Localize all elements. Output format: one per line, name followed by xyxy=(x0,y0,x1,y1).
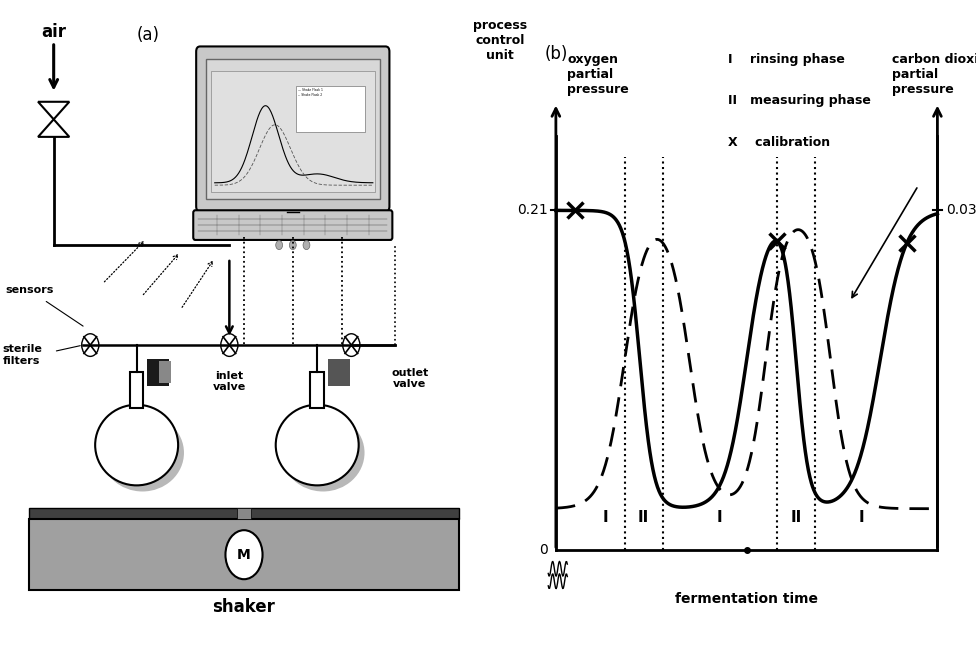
Text: (b): (b) xyxy=(545,45,568,63)
Bar xyxy=(130,372,143,408)
Text: oxygen
partial
pressure: oxygen partial pressure xyxy=(567,53,630,96)
Circle shape xyxy=(276,241,283,250)
Bar xyxy=(237,508,252,519)
Ellipse shape xyxy=(276,405,359,485)
Text: process
control
unit: process control unit xyxy=(473,19,527,63)
Bar xyxy=(328,359,350,386)
Text: II: II xyxy=(638,510,649,525)
Text: sterile
filters: sterile filters xyxy=(3,344,42,366)
Bar xyxy=(211,71,375,192)
Text: I: I xyxy=(602,510,608,525)
Text: II: II xyxy=(791,510,802,525)
Text: I    rinsing phase: I rinsing phase xyxy=(727,53,844,66)
Text: outlet
valve: outlet valve xyxy=(391,368,428,389)
Text: (a): (a) xyxy=(137,26,160,44)
Text: 0: 0 xyxy=(539,543,548,557)
Text: — Shake Flask 1
-- Shake Flask 2: — Shake Flask 1 -- Shake Flask 2 xyxy=(298,88,322,97)
Bar xyxy=(296,86,365,132)
Text: inlet
valve: inlet valve xyxy=(213,371,246,392)
Bar xyxy=(159,361,171,383)
Bar xyxy=(206,59,380,199)
Text: II   measuring phase: II measuring phase xyxy=(727,94,871,108)
Bar xyxy=(29,519,459,590)
Text: 0.21: 0.21 xyxy=(516,203,548,217)
Text: sensors: sensors xyxy=(5,285,54,295)
Circle shape xyxy=(290,241,297,250)
Bar xyxy=(29,508,459,519)
FancyBboxPatch shape xyxy=(193,210,392,240)
Text: M: M xyxy=(237,548,251,562)
Text: air: air xyxy=(41,23,66,41)
Circle shape xyxy=(225,530,263,579)
Ellipse shape xyxy=(282,414,365,491)
Text: shaker: shaker xyxy=(213,598,275,616)
Ellipse shape xyxy=(96,405,179,485)
Text: X    calibration: X calibration xyxy=(727,136,830,149)
Text: 0.03: 0.03 xyxy=(946,203,976,217)
Bar xyxy=(310,372,324,408)
Circle shape xyxy=(304,241,310,250)
Text: I: I xyxy=(858,510,864,525)
Text: fermentation time: fermentation time xyxy=(675,591,818,606)
Bar xyxy=(147,359,170,386)
FancyBboxPatch shape xyxy=(196,46,389,212)
Ellipse shape xyxy=(102,414,183,491)
Text: I: I xyxy=(717,510,723,525)
Text: carbon dioxide
partial
pressure: carbon dioxide partial pressure xyxy=(892,53,976,96)
